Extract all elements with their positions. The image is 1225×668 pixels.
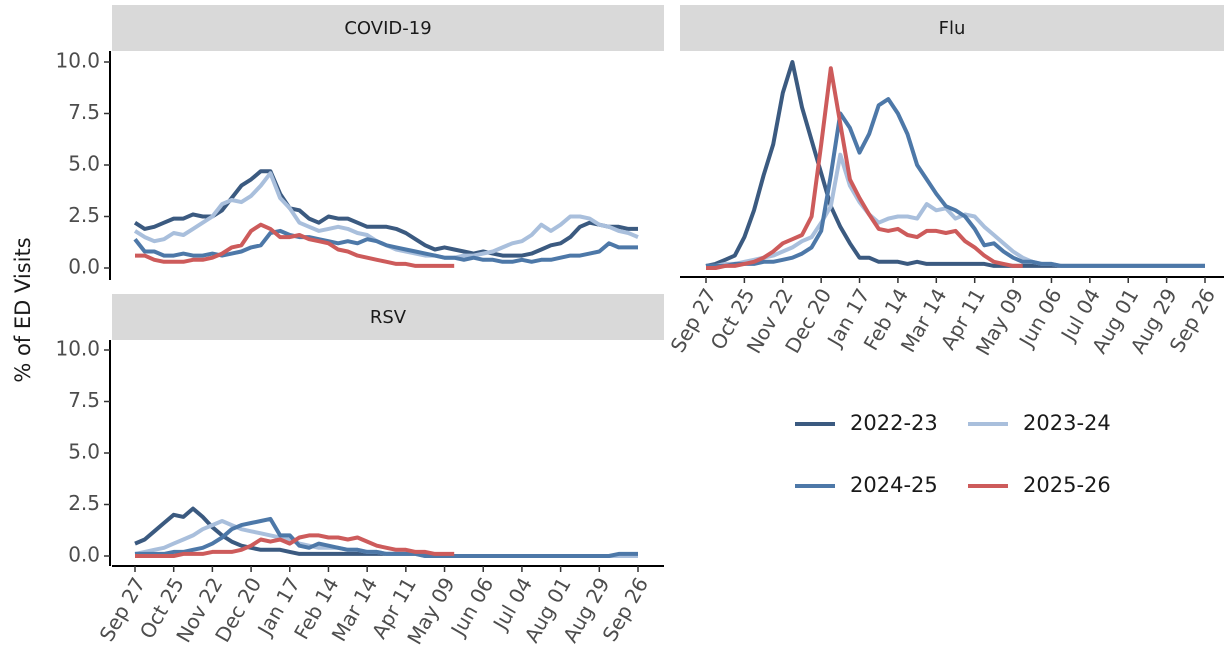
series-line [706,97,1205,268]
legend-label: 2023-24 [1023,411,1111,435]
legend-label: 2022-23 [850,411,938,435]
series-line [135,533,455,558]
y-tick-label: 2.5 [68,203,100,227]
y-axis-label: % of ED Visits [11,237,35,382]
y-tick-label: 7.5 [68,388,100,412]
legend-label: 2024-25 [850,473,938,497]
y-tick-label: 2.5 [68,491,100,515]
y-tick-label: 5.0 [68,152,100,176]
y-tick-label: 0.0 [68,255,100,279]
series-line [135,516,638,558]
y-tick-label: 10.0 [55,337,100,361]
panel-title: RSV [370,307,407,328]
legend-label: 2025-26 [1023,473,1111,497]
y-tick-label: 7.5 [68,100,100,124]
panel-title: Flu [939,18,966,39]
y-tick-label: 5.0 [68,440,100,464]
strip [680,5,1224,51]
panel-title: COVID-19 [344,18,431,39]
strip [112,294,664,340]
y-tick-label: 0.0 [68,543,100,567]
series-line [135,222,455,268]
series-line [705,60,1205,268]
strip [112,5,664,51]
series-line [133,169,638,258]
y-tick-label: 10.0 [55,49,100,73]
series-line [706,66,1023,270]
